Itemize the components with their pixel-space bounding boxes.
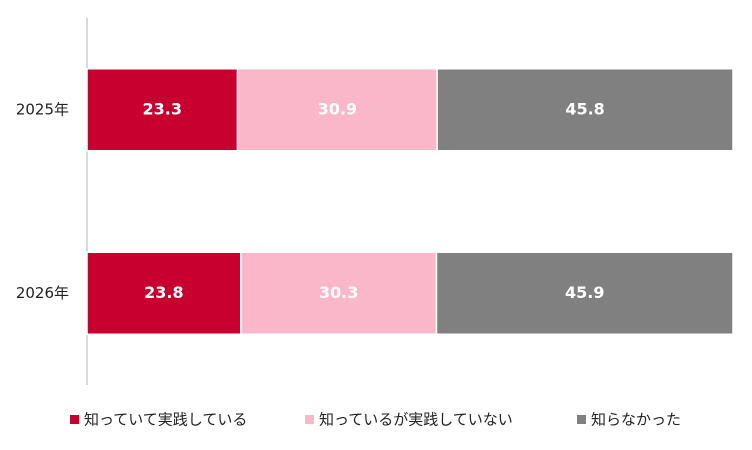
legend-label: 知っているが実践していない: [319, 411, 513, 429]
data-label: 30.9: [318, 99, 357, 118]
bar-segment: [435, 251, 734, 335]
y-tick-label: 2026年: [16, 284, 69, 302]
data-label: 30.3: [319, 283, 358, 302]
legend-label: 知っていて実践している: [84, 411, 247, 429]
data-label: 23.8: [144, 283, 183, 302]
data-label: 45.9: [565, 283, 604, 302]
legend-marker: [70, 415, 79, 424]
bar-segment: [436, 68, 734, 152]
bar-segment: [236, 68, 438, 152]
data-label: 23.3: [143, 99, 182, 118]
legend-marker: [305, 415, 314, 424]
legend-label: 知らなかった: [591, 411, 681, 429]
y-tick-label: 2025年: [16, 100, 69, 118]
data-label: 45.8: [565, 99, 604, 118]
legend-marker: [577, 415, 586, 424]
